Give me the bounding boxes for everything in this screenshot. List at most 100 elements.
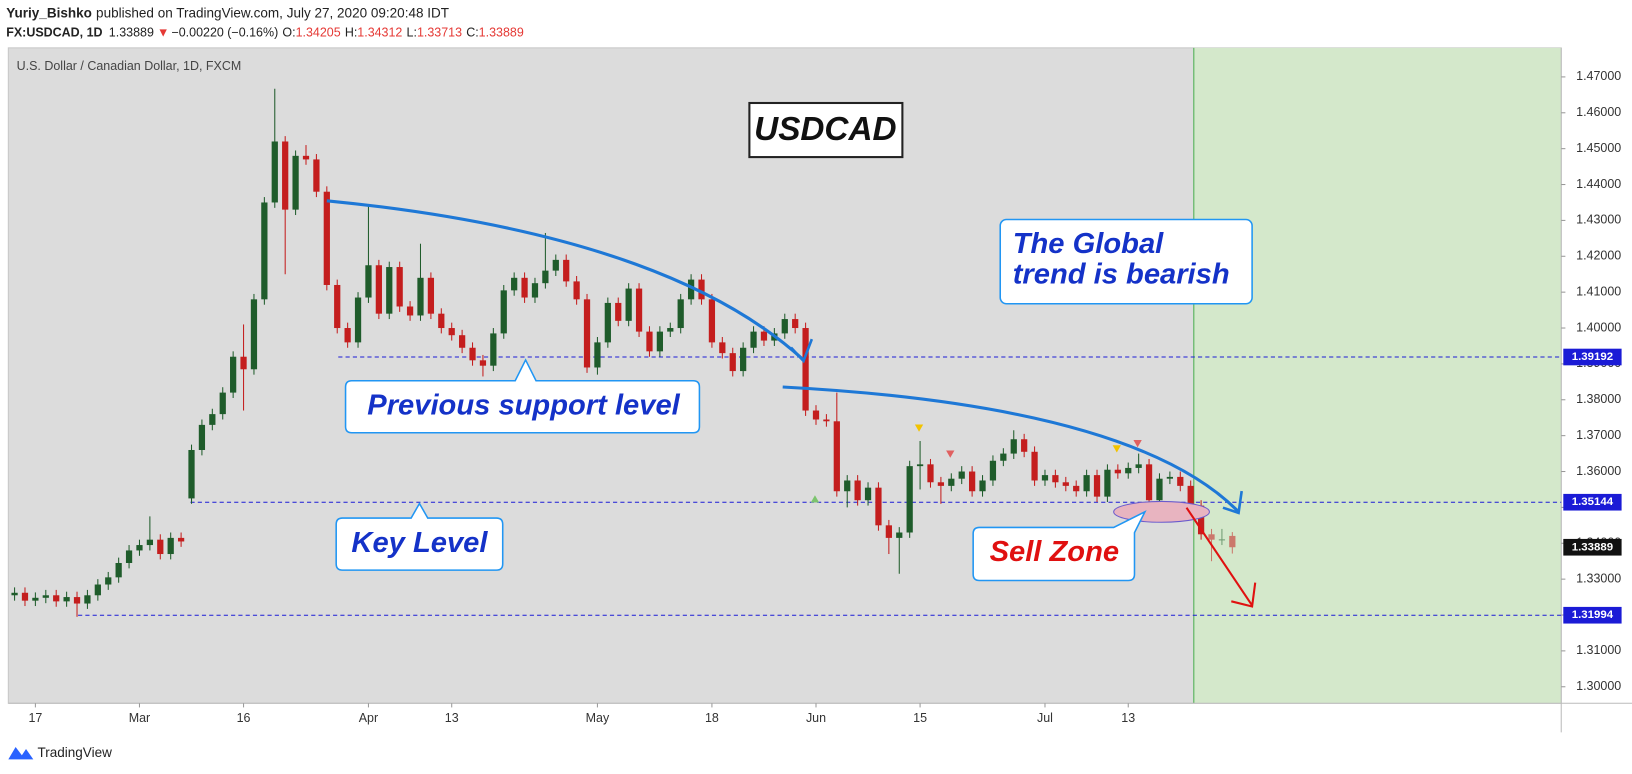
candle [250, 293, 258, 375]
candle [896, 527, 903, 574]
candle [1166, 471, 1173, 485]
candle [615, 297, 622, 327]
candle [708, 293, 716, 348]
candle [313, 154, 320, 198]
ohlc-prefix: L: [407, 26, 417, 40]
candle-body [687, 279, 695, 300]
y-tick-label: 1.41000 [1576, 284, 1621, 298]
candle [625, 283, 632, 327]
candle-body [11, 592, 18, 596]
close: 1.33889 [479, 26, 524, 40]
candle-body [1114, 469, 1121, 474]
arrow-head [790, 338, 814, 364]
candle [719, 336, 726, 359]
candle [552, 254, 559, 277]
candle-body [604, 302, 611, 343]
candle [146, 516, 153, 551]
annotations: USDCAD The Global trend is bearish Previ… [326, 101, 1257, 608]
candle [781, 313, 788, 339]
candle-body [84, 595, 91, 604]
candle-body [1093, 475, 1101, 497]
candle-body [594, 342, 601, 368]
candle-body [958, 471, 965, 479]
candle-body [438, 313, 445, 329]
candle-body [125, 550, 133, 563]
candle [209, 408, 216, 431]
candle [334, 279, 341, 334]
candle-body [282, 141, 289, 210]
candle-body [729, 353, 736, 372]
candle-body [94, 584, 101, 596]
candle [1218, 528, 1226, 546]
candle-body [365, 265, 372, 298]
candle-body [969, 471, 976, 492]
candle [438, 308, 445, 334]
candle-body [677, 299, 684, 329]
y-tick-label: 1.33000 [1576, 571, 1621, 585]
candle-body [1083, 475, 1090, 492]
level-label: 1.39192 [1572, 351, 1613, 363]
ohlc-prefix: H: [345, 26, 357, 40]
candle [698, 274, 705, 305]
y-tick-label: 1.45000 [1576, 141, 1621, 155]
candle [32, 592, 39, 607]
x-tick-label: 16 [237, 711, 251, 725]
candle [958, 466, 965, 485]
candle-body [927, 464, 934, 483]
x-tick-label: 17 [28, 711, 42, 725]
candle-body [1156, 478, 1163, 501]
candle-body [531, 283, 539, 298]
candle-body [136, 545, 143, 551]
low: 1.33713 [417, 26, 462, 40]
footer-logo: TradingView [8, 745, 112, 760]
level-label: 1.31994 [1572, 609, 1614, 621]
candle-body [167, 537, 174, 555]
candle [302, 145, 310, 165]
candle [1062, 476, 1069, 492]
candle-body [490, 333, 497, 366]
last-price-tag [1563, 538, 1622, 556]
arrow-head [1231, 582, 1257, 608]
candle [583, 293, 591, 373]
candle-body [396, 267, 403, 307]
y-tick-label: 1.42000 [1576, 249, 1621, 263]
level-tag [1563, 493, 1622, 511]
candle [354, 292, 362, 348]
symbol: FX:USDCAD, 1D [6, 26, 102, 40]
trend-box [999, 218, 1253, 305]
candle-body [1052, 475, 1059, 483]
y-tick-label: 1.47000 [1576, 69, 1621, 83]
candle-body [823, 419, 830, 422]
candle-body [313, 159, 320, 192]
candle [167, 532, 174, 560]
candle-body [854, 480, 861, 501]
candle-body [459, 335, 466, 348]
x-tick-label: Apr [359, 711, 378, 725]
y-tick-label: 1.31000 [1576, 643, 1621, 657]
candle [94, 579, 101, 601]
candle-body [1062, 482, 1069, 486]
candle-body [417, 277, 424, 316]
candle-body [511, 277, 518, 291]
candle-body [240, 356, 247, 370]
candle-body [21, 592, 29, 601]
y-tick-label: 1.46000 [1576, 105, 1621, 119]
candle-body [302, 155, 310, 160]
last-price-label: 1.33889 [1572, 541, 1613, 553]
candle [365, 204, 372, 303]
candle-body [1135, 464, 1142, 468]
candle [948, 473, 955, 492]
candle-body [844, 480, 851, 492]
candle [53, 589, 60, 607]
trend-text: The Global [1013, 228, 1164, 260]
x-tick-label: Jun [806, 711, 826, 725]
candle [63, 591, 70, 607]
candle [1229, 532, 1236, 554]
candle-body [563, 259, 570, 282]
candle [1114, 464, 1121, 479]
candle-body [1229, 535, 1236, 548]
candle-body [740, 347, 747, 372]
candle-body [42, 595, 49, 598]
candle-body [573, 281, 580, 300]
candle-body [448, 328, 455, 336]
